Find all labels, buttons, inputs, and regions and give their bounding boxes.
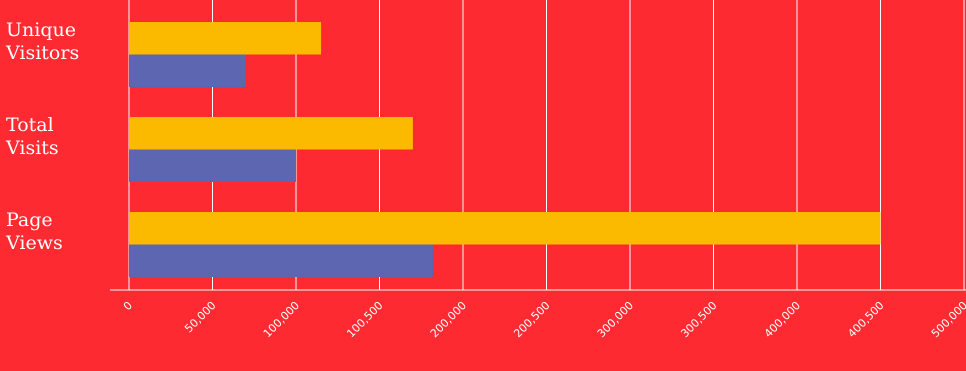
- x-tick-label: 200,000: [428, 299, 469, 340]
- bar: [129, 212, 881, 245]
- x-tick-label: 50,000: [182, 299, 218, 335]
- bar: [129, 22, 322, 55]
- bar: [129, 117, 413, 150]
- category-label: Unique Visitors: [6, 19, 80, 64]
- category-label: Page Views: [6, 209, 63, 254]
- bar: [129, 54, 246, 87]
- x-tick-label: 500,000: [929, 299, 966, 340]
- bar: [129, 244, 433, 277]
- x-tick-label: 200,500: [511, 299, 552, 340]
- category-label: Total Visits: [6, 114, 59, 159]
- x-tick-label: 300,500: [678, 299, 719, 340]
- x-tick-label: 100,000: [261, 299, 302, 340]
- x-tick-label: 100,500: [344, 299, 385, 340]
- bar: [129, 149, 296, 182]
- x-tick-label: 400,500: [845, 299, 886, 340]
- x-tick-label: 300,000: [595, 299, 636, 340]
- x-tick-label: 0: [121, 299, 135, 313]
- x-tick-label: 400,000: [762, 299, 803, 340]
